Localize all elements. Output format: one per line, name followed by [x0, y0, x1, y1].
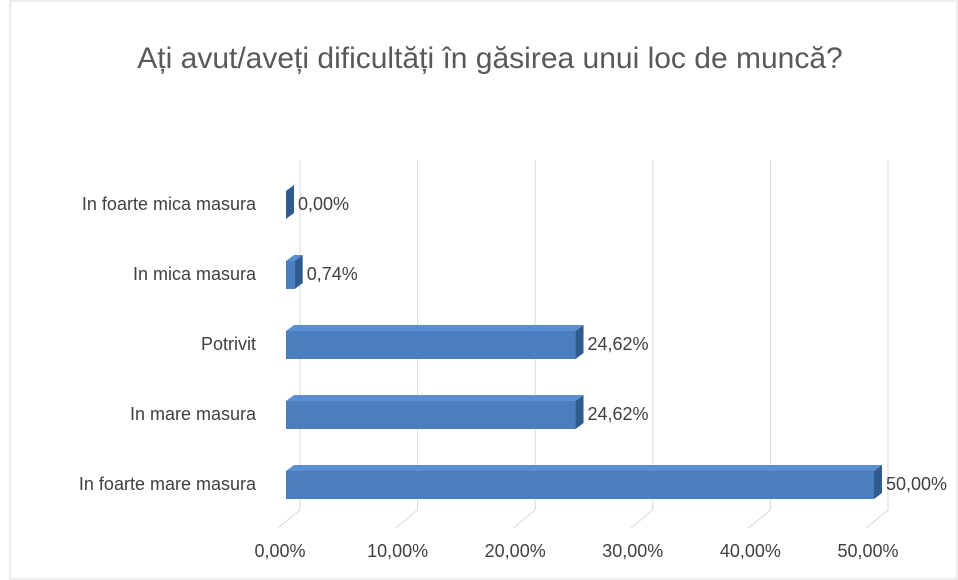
- bar: [286, 401, 576, 429]
- x-tick-label: 20,00%: [485, 541, 546, 561]
- value-label: 50,00%: [886, 474, 947, 494]
- x-tick-label: 50,00%: [837, 541, 898, 561]
- value-label: 0,00%: [298, 194, 349, 214]
- grid-floor: [277, 509, 301, 529]
- frame: [9, 0, 958, 580]
- value-label: 24,62%: [588, 404, 649, 424]
- bar-top: [286, 325, 584, 331]
- bar-side: [575, 325, 584, 359]
- x-tick-label: 10,00%: [367, 541, 428, 561]
- y-tick-label: In foarte mica masura: [82, 194, 257, 214]
- value-label: 24,62%: [588, 334, 649, 354]
- x-tick-label: 30,00%: [602, 541, 663, 561]
- y-tick-label: Potrivit: [201, 334, 256, 354]
- grid-floor: [748, 509, 771, 529]
- y-tick-label: In mica masura: [133, 264, 257, 284]
- bar-side: [874, 465, 882, 499]
- bar: [286, 471, 874, 499]
- bar-top: [286, 395, 584, 401]
- bar: [286, 261, 295, 289]
- bar-top: [286, 465, 882, 471]
- grid-floor: [512, 509, 536, 529]
- value-label: 0,74%: [307, 264, 358, 284]
- grid-floor: [865, 509, 889, 529]
- chart-title: Ați avut/aveți dificultăți în găsirea un…: [137, 42, 843, 75]
- x-tick-label: 0,00%: [254, 541, 305, 561]
- x-tick-label: 40,00%: [720, 541, 781, 561]
- bar: [286, 331, 576, 359]
- bar-top: [286, 255, 303, 261]
- bar-side: [294, 255, 303, 289]
- y-tick-label: In mare masura: [130, 404, 257, 424]
- bar-side: [575, 395, 584, 429]
- bar-side: [286, 185, 294, 219]
- y-tick-label: In foarte mare masura: [79, 474, 257, 494]
- grid-floor: [395, 509, 418, 529]
- grid-floor: [630, 509, 654, 529]
